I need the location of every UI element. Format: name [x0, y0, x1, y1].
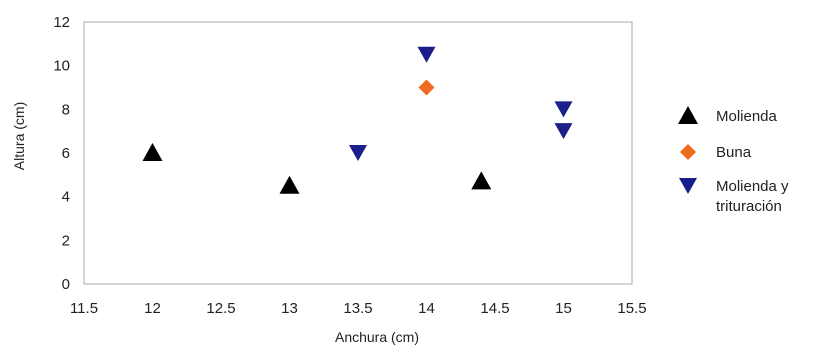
y-axis-ticks: 0 2 4 6 8 10 12 — [53, 14, 70, 293]
x-tick-label: 15 — [555, 300, 572, 317]
data-point-series-2 — [554, 101, 573, 118]
x-tick-label: 13 — [281, 300, 298, 317]
data-point-series-2 — [417, 46, 436, 63]
y-tick-label: 2 — [62, 232, 70, 249]
legend-marker-series-1 — [680, 144, 696, 160]
x-tick-label: 12 — [144, 300, 161, 317]
data-point-series-0 — [142, 143, 163, 161]
x-tick-label: 11.5 — [70, 300, 98, 317]
data-point-series-2 — [554, 123, 573, 140]
legend-label-series-2: Molienda y trituración — [716, 178, 789, 215]
data-point-series-1 — [418, 79, 435, 96]
y-tick-label: 12 — [53, 14, 70, 31]
legend-marker-series-2 — [679, 178, 697, 194]
x-axis-title: Anchura (cm) — [335, 329, 419, 345]
x-tick-label: 13.5 — [343, 300, 372, 317]
y-tick-label: 8 — [62, 101, 70, 118]
legend-marker-series-0 — [678, 106, 698, 124]
y-tick-label: 0 — [62, 276, 70, 293]
data-point-series-2 — [349, 145, 367, 161]
x-tick-label: 14 — [418, 300, 435, 317]
y-tick-label: 4 — [62, 189, 70, 206]
x-tick-label: 15.5 — [617, 300, 646, 317]
y-tick-label: 10 — [53, 58, 70, 75]
data-points — [142, 46, 573, 194]
legend-label-series-0: Molienda — [716, 108, 778, 125]
legend-label-series-1: Buna — [716, 144, 752, 161]
data-point-series-0 — [279, 175, 300, 194]
y-axis-title: Altura (cm) — [11, 102, 27, 170]
x-tick-label: 12.5 — [206, 300, 235, 317]
data-point-series-0 — [471, 171, 492, 190]
x-axis-ticks: 11.5 12 12.5 13 13.5 14 14.5 15 15.5 — [70, 300, 647, 317]
x-tick-label: 14.5 — [480, 300, 509, 317]
y-tick-label: 6 — [62, 145, 70, 162]
legend: Molienda Buna Molienda y trituración — [678, 106, 789, 215]
